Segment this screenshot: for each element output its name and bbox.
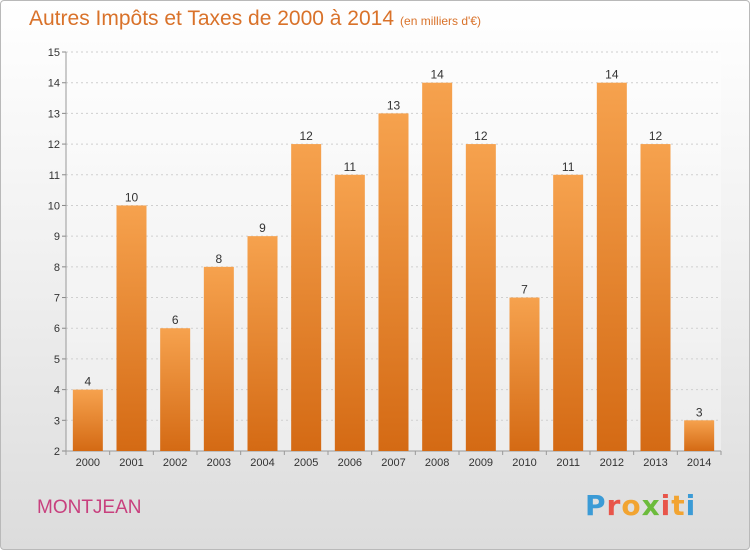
bar [422, 82, 453, 451]
commune-name: MONTJEAN [37, 497, 142, 518]
data-label: 8 [215, 252, 222, 266]
y-tick-label: 5 [54, 354, 60, 366]
y-tick-label: 10 [48, 200, 60, 212]
bar [247, 236, 278, 451]
y-tick-label: 3 [54, 415, 60, 427]
y-tick-label: 15 [48, 47, 60, 59]
chart-title: Autres Impôts et Taxes de 2000 à 2014 (en… [29, 7, 481, 31]
x-tick-label: 2012 [600, 457, 624, 469]
data-label: 12 [474, 129, 488, 143]
logo-letter: i [660, 489, 672, 522]
chart-title-text: Autres Impôts et Taxes de 2000 à 2014 [29, 7, 395, 30]
bar [640, 144, 671, 452]
y-tick-label: 8 [54, 262, 60, 274]
x-tick-label: 2013 [643, 457, 667, 469]
x-tick-label: 2007 [381, 457, 405, 469]
x-tick-label: 2010 [512, 457, 536, 469]
y-tick-label: 14 [48, 78, 60, 90]
data-label: 9 [259, 221, 266, 235]
y-tick-label: 7 [54, 293, 60, 305]
x-tick-label: 2009 [469, 457, 493, 469]
bar [72, 389, 103, 451]
data-label: 12 [649, 129, 663, 143]
y-tick-label: 9 [54, 231, 60, 243]
logo-letter: o [621, 489, 642, 522]
data-label: 10 [125, 190, 139, 204]
logo-letter: i [685, 489, 697, 522]
x-tick-label: 2000 [76, 457, 100, 469]
data-label: 6 [172, 313, 179, 327]
bar [291, 144, 322, 452]
y-tick-label: 2 [54, 446, 60, 458]
bar [465, 144, 496, 452]
x-tick-label: 2008 [425, 457, 449, 469]
y-tick-label: 6 [54, 323, 60, 335]
y-tick-label: 12 [48, 139, 60, 151]
proxiti-logo: Proxiti [585, 489, 696, 522]
x-tick-label: 2002 [163, 457, 187, 469]
data-label: 3 [696, 405, 703, 419]
x-tick-label: 2005 [294, 457, 318, 469]
logo-letter: x [641, 489, 661, 522]
bar [509, 297, 540, 451]
x-tick-label: 2011 [556, 457, 580, 469]
data-label: 4 [84, 375, 91, 389]
x-tick-label: 2001 [119, 457, 143, 469]
data-label: 11 [344, 160, 357, 174]
bar [334, 174, 365, 451]
bar [596, 82, 627, 451]
x-tick-label: 2006 [338, 457, 362, 469]
data-label: 12 [299, 129, 313, 143]
x-tick-label: 2014 [687, 457, 711, 469]
data-label: 13 [387, 98, 401, 112]
bar [378, 113, 409, 451]
bar [116, 205, 147, 451]
data-label: 11 [562, 160, 575, 174]
data-label: 7 [521, 283, 528, 297]
logo-letter: r [606, 489, 622, 522]
logo-letter: P [585, 489, 607, 522]
data-label: 14 [430, 68, 444, 82]
y-tick-label: 11 [49, 170, 60, 182]
data-label: 14 [605, 68, 619, 82]
y-tick-label: 13 [48, 108, 60, 120]
unit-note: (en milliers d'€) [400, 14, 482, 28]
logo-letter: t [671, 489, 686, 522]
x-tick-label: 2003 [207, 457, 231, 469]
y-tick-label: 4 [54, 385, 60, 397]
bar [160, 328, 191, 451]
bar [684, 420, 715, 451]
bar [203, 266, 234, 451]
bar [553, 174, 584, 451]
x-tick-label: 2004 [250, 457, 274, 469]
